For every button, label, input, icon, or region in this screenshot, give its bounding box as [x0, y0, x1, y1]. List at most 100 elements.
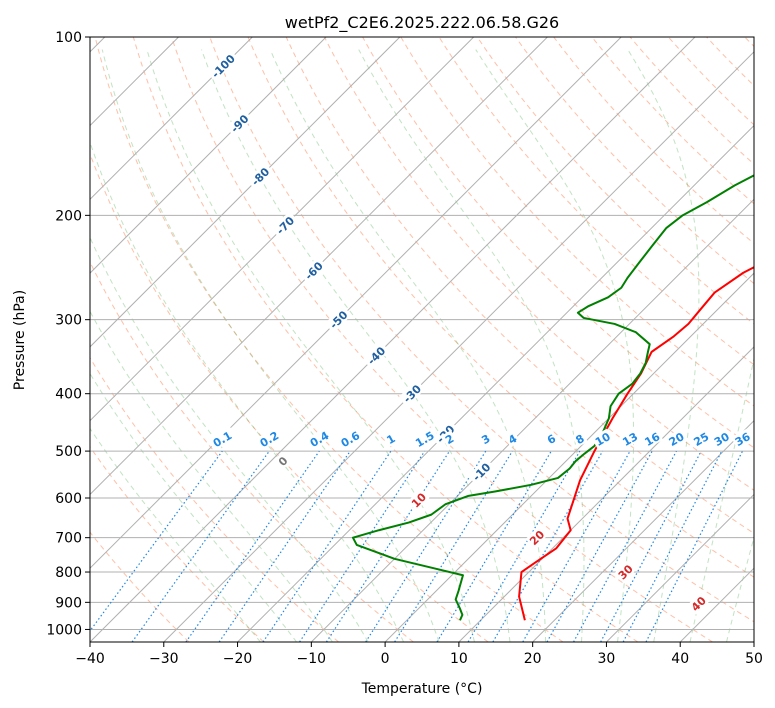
dry-adiabat: [171, 37, 713, 642]
mixing-ratio-label-bg: [382, 430, 399, 448]
moist-adiabat-label-bg: [407, 488, 430, 511]
x-tick-label: 30: [598, 651, 616, 667]
dry-adiabat: [476, 37, 754, 325]
isotherm-label-bg: [225, 109, 253, 137]
moist-adiabat-label-bg: [525, 526, 548, 549]
x-tick-label: 0: [381, 651, 390, 667]
isotherm-label-bg: [324, 305, 352, 333]
y-tick-label: 200: [55, 208, 82, 224]
isotherm-label-bg: [362, 341, 390, 369]
chart-title: wetPf2_C2E6.2025.222.06.58.G26: [285, 13, 559, 33]
moist-adiabat-label-bg: [273, 452, 292, 470]
moist-adiabat: [627, 49, 700, 642]
mixing-ratio-line: [394, 450, 513, 642]
mixing-ratio-line: [218, 450, 351, 642]
mixing-ratio-line: [492, 450, 604, 642]
isotherm-line: [163, 51, 754, 642]
isotherm-label-bg: [206, 49, 240, 82]
mixing-ratio-label-bg: [731, 428, 754, 449]
dry-adiabat: [94, 37, 564, 642]
isotherm-line: [90, 37, 475, 422]
mixing-ratio-line: [325, 450, 450, 642]
x-tick-label: 40: [671, 651, 689, 667]
dry-adiabat: [400, 37, 754, 407]
isotherm-label-bg: [271, 211, 299, 239]
moist-adiabat: [269, 49, 547, 642]
isotherm-line: [384, 272, 754, 642]
x-tick-label: −40: [75, 651, 105, 667]
dry-adiabat: [515, 37, 754, 285]
isotherm-line: [310, 198, 754, 642]
moist-adiabat: [689, 356, 754, 642]
mixing-ratio-line: [522, 450, 631, 642]
moist-adiabat: [90, 236, 369, 642]
x-tick-label: 50: [745, 651, 763, 667]
mixing-ratio-label-bg: [477, 430, 494, 448]
y-tick-label: 400: [55, 387, 82, 403]
dry-adiabat: [362, 37, 754, 449]
y-tick-label: 100: [55, 30, 82, 46]
plot-frame: [89, 36, 755, 643]
mixing-ratio-label-bg: [618, 428, 641, 449]
y-tick-label: 300: [55, 313, 82, 329]
isotherms: [90, 37, 754, 642]
temperature-profile-line: [518, 266, 754, 621]
isotherm-line: [90, 37, 622, 569]
mixing-ratio-line: [185, 450, 320, 642]
moist-adiabats: [90, 49, 754, 642]
y-tick-label: 800: [55, 565, 82, 581]
dry-adiabat: [90, 356, 339, 642]
x-tick-label: −10: [297, 651, 327, 667]
dry-adiabat: [90, 531, 190, 642]
x-axis-title: Temperature (°C): [361, 681, 483, 697]
y-tick-label: 600: [55, 491, 82, 507]
moist-adiabat: [90, 427, 261, 642]
isotherm-line: [90, 37, 548, 496]
x-tick-label: 20: [524, 651, 542, 667]
mixing-ratio-label-bg: [710, 428, 733, 449]
mixing-ratio-line: [436, 450, 552, 642]
mixing-ratio-line: [467, 450, 581, 642]
moist-adiabat: [101, 49, 440, 642]
moist-adiabat-label-bg: [687, 592, 710, 615]
isotherm-label-bg: [467, 457, 495, 486]
moist-adiabat: [475, 49, 635, 642]
dry-adiabat: [209, 37, 754, 623]
moist-adiabat: [201, 49, 511, 642]
y-axis-title: Pressure (hPa): [12, 290, 28, 390]
isotherm-line: [532, 419, 754, 642]
isotherm-line: [606, 493, 754, 642]
y-tick-label: 500: [55, 444, 82, 460]
mixing-ratio-label-bg: [254, 426, 284, 451]
profiles: [351, 174, 754, 621]
isotherm-label-bg: [299, 256, 328, 284]
y-tick-label: 900: [55, 595, 82, 611]
mixing-ratio-label-bg: [304, 426, 334, 451]
isotherm-line: [90, 37, 696, 642]
isotherm-line: [458, 346, 754, 642]
isotherm-line: [237, 124, 754, 642]
mixing-ratio-line: [365, 450, 487, 642]
mixing-ratio-label-bg: [664, 428, 688, 449]
mixing-ratio-label-bg: [504, 430, 521, 448]
dry-adiabat: [132, 37, 639, 642]
mixing-ratio-line: [546, 450, 653, 642]
mixing-ratio-lines: [90, 450, 744, 642]
mixing-ratio-label-bg: [207, 426, 237, 451]
y-tick-label: 700: [55, 531, 82, 547]
mixing-ratio-label-bg: [335, 426, 365, 451]
mixing-ratio-label-bg: [689, 428, 713, 449]
mixing-ratio-line: [573, 450, 677, 642]
x-tick-label: −30: [149, 651, 179, 667]
mixing-ratio-label-bg: [591, 428, 614, 449]
isotherm-line: [90, 37, 253, 201]
y-tick-label: 1000: [46, 622, 82, 638]
axes: −40 −30 −20 −10 0 10 20 30 40 50 100 200 300 400 500 60…: [46, 30, 763, 667]
moist-adiabat: [90, 140, 405, 642]
isotherm-label-bg: [398, 379, 426, 407]
mixing-ratio-label-bg: [640, 428, 664, 449]
mixing-ratio-label-bg: [410, 426, 439, 451]
dry-adiabat: [90, 152, 489, 642]
